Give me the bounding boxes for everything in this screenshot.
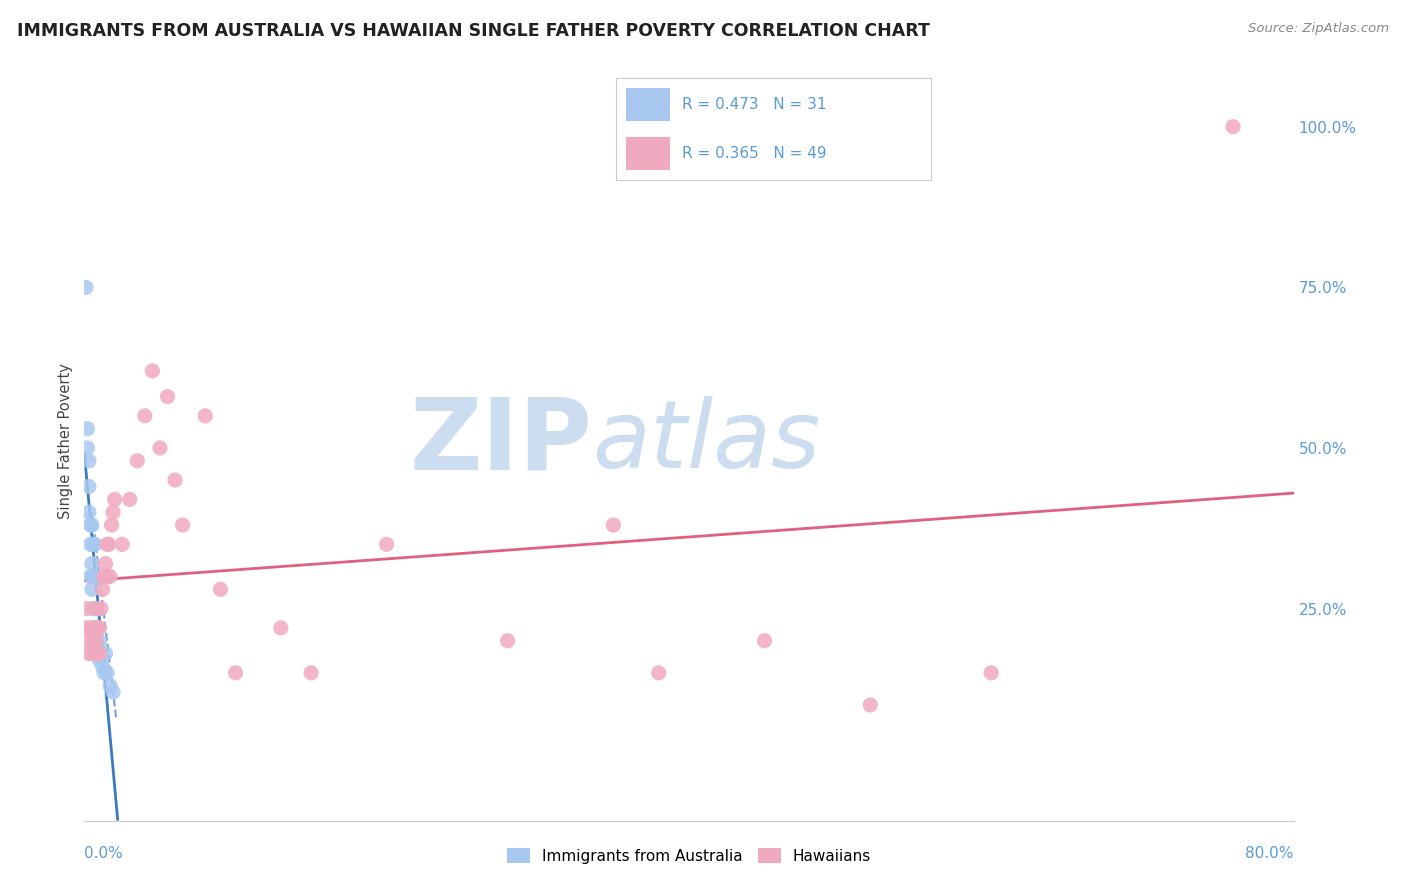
- Point: [94, 647, 117, 661]
- Point: [79, 537, 101, 551]
- Point: [80, 582, 103, 597]
- Point: [104, 492, 127, 507]
- Text: IMMIGRANTS FROM AUSTRALIA VS HAWAIIAN SINGLE FATHER POVERTY CORRELATION CHART: IMMIGRANTS FROM AUSTRALIA VS HAWAIIAN SI…: [17, 22, 929, 40]
- Point: [90, 601, 112, 615]
- Point: [91, 582, 114, 597]
- Text: Source: ZipAtlas.com: Source: ZipAtlas.com: [1249, 22, 1389, 36]
- Point: [87, 647, 110, 661]
- Point: [496, 633, 519, 648]
- Point: [98, 569, 121, 583]
- Point: [84, 569, 107, 583]
- Text: atlas: atlas: [592, 396, 821, 487]
- Point: [754, 633, 776, 648]
- Point: [84, 537, 107, 551]
- Point: [149, 441, 172, 455]
- Point: [77, 647, 100, 661]
- Point: [80, 647, 103, 661]
- Point: [93, 569, 115, 583]
- Point: [82, 569, 104, 583]
- Point: [82, 633, 104, 648]
- Point: [602, 518, 624, 533]
- Point: [94, 557, 117, 571]
- Point: [86, 633, 108, 648]
- Point: [141, 364, 163, 378]
- Point: [96, 569, 118, 583]
- Point: [97, 537, 120, 551]
- Point: [299, 665, 322, 680]
- Point: [86, 601, 108, 615]
- Point: [96, 665, 118, 680]
- Point: [127, 454, 149, 468]
- Point: [76, 601, 98, 615]
- Point: [76, 441, 98, 455]
- Point: [79, 569, 101, 583]
- Point: [89, 633, 111, 648]
- Point: [89, 621, 111, 635]
- Point: [79, 621, 101, 635]
- Point: [77, 479, 100, 493]
- Point: [101, 685, 124, 699]
- Point: [87, 621, 110, 635]
- Point: [75, 280, 97, 294]
- Point: [225, 665, 247, 680]
- Point: [134, 409, 156, 423]
- Point: [80, 518, 103, 533]
- Point: [156, 390, 179, 404]
- Point: [93, 665, 115, 680]
- Point: [100, 518, 122, 533]
- Point: [84, 647, 107, 661]
- Point: [165, 473, 187, 487]
- Point: [270, 621, 292, 635]
- Point: [980, 665, 1002, 680]
- Point: [91, 659, 114, 673]
- Point: [75, 621, 97, 635]
- Point: [111, 537, 134, 551]
- Point: [86, 621, 108, 635]
- Point: [86, 633, 108, 648]
- Point: [89, 647, 111, 661]
- Point: [90, 647, 112, 661]
- Point: [87, 621, 110, 635]
- Point: [209, 582, 232, 597]
- Point: [172, 518, 194, 533]
- Point: [84, 621, 107, 635]
- Point: [118, 492, 141, 507]
- Point: [80, 557, 103, 571]
- Point: [79, 518, 101, 533]
- Point: [84, 601, 107, 615]
- Text: 80.0%: 80.0%: [1246, 847, 1294, 862]
- Point: [96, 537, 118, 551]
- Point: [101, 505, 124, 519]
- Point: [82, 537, 104, 551]
- Point: [77, 454, 100, 468]
- Point: [194, 409, 217, 423]
- Legend: Immigrants from Australia, Hawaiians: Immigrants from Australia, Hawaiians: [501, 842, 877, 870]
- Y-axis label: Single Father Poverty: Single Father Poverty: [58, 364, 73, 519]
- Point: [76, 422, 98, 436]
- Point: [82, 601, 104, 615]
- Point: [77, 633, 100, 648]
- Point: [375, 537, 398, 551]
- Point: [859, 698, 882, 712]
- Text: ZIP: ZIP: [409, 393, 592, 490]
- Point: [77, 505, 100, 519]
- Text: 0.0%: 0.0%: [84, 847, 124, 862]
- Point: [89, 653, 111, 667]
- Point: [1222, 120, 1244, 134]
- Point: [80, 621, 103, 635]
- Point: [648, 665, 671, 680]
- Point: [98, 679, 121, 693]
- Point: [87, 647, 110, 661]
